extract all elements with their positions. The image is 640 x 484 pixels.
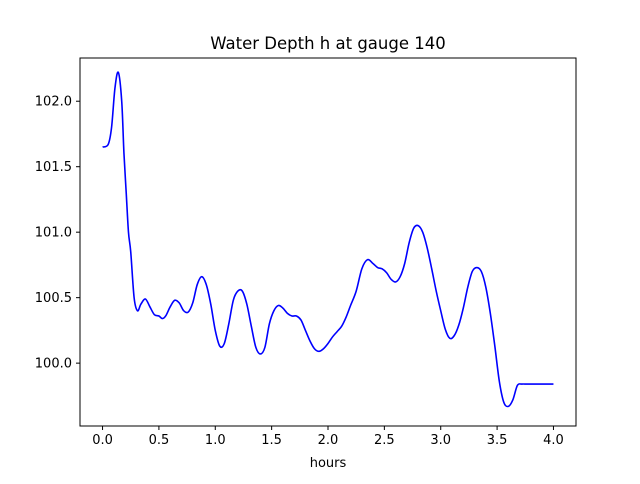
x-tick-label: 1.0 [205, 433, 226, 448]
y-tick-label: 100.5 [35, 291, 72, 306]
x-tick-label: 3.5 [487, 433, 508, 448]
x-tick-label: 1.5 [261, 433, 282, 448]
x-axis-label: hours [310, 456, 347, 471]
x-tick-label: 0.5 [149, 433, 170, 448]
x-tick-label: 0.0 [92, 433, 113, 448]
y-tick-label: 100.0 [35, 357, 72, 372]
series-line-0 [102, 71, 554, 408]
y-tick-label: 101.0 [35, 226, 72, 241]
chart-title: Water Depth h at gauge 140 [210, 34, 445, 53]
y-tick-label: 101.5 [35, 160, 72, 175]
x-tick-label: 4.0 [543, 433, 564, 448]
x-tick-label: 3.0 [430, 433, 451, 448]
x-tick-label: 2.5 [374, 433, 395, 448]
x-tick-label: 2.0 [318, 433, 339, 448]
y-tick-label: 102.0 [35, 95, 72, 110]
